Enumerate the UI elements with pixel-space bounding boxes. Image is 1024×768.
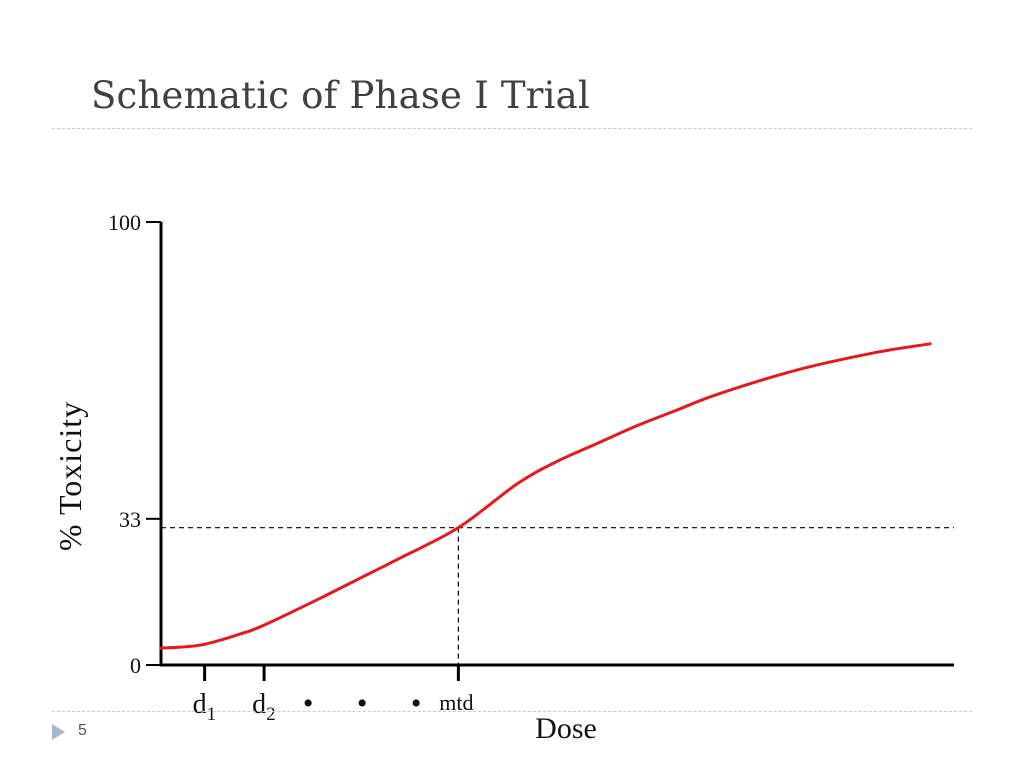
x-axis-ellipsis: • • • <box>303 687 440 720</box>
axes <box>159 222 954 667</box>
y-tick-label-100: 100 <box>108 210 141 235</box>
y-axis-label: % Toxicity <box>52 401 88 551</box>
title-divider <box>52 128 972 129</box>
page-number: 5 <box>78 722 87 739</box>
x-axis-label: Dose <box>535 712 597 745</box>
footer-arrow-icon <box>52 724 65 740</box>
slide-title: Schematic of Phase I Trial <box>91 74 590 117</box>
toxicity-curve-0 <box>159 342 932 650</box>
x-tick-label-mtd: mtd <box>439 690 473 715</box>
y-tick-label-33: 33 <box>119 507 141 532</box>
x-tick-label-d1: d1 <box>193 689 217 725</box>
tick-marks <box>146 221 460 681</box>
series-layer <box>159 342 932 650</box>
y-tick-label-0: 0 <box>130 653 141 678</box>
footer-divider <box>52 711 972 712</box>
reference-lines <box>161 527 954 665</box>
x-tick-label-d2: d2 <box>252 689 276 725</box>
labels-layer: 0 33 100 d1 d2 mtd• • • Dose % Toxicity <box>52 210 597 745</box>
